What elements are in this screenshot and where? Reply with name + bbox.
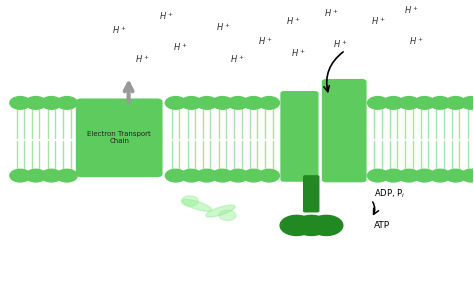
Circle shape [212,97,233,109]
Ellipse shape [182,200,211,211]
Circle shape [10,169,31,182]
Circle shape [165,169,186,182]
Circle shape [165,97,186,109]
FancyBboxPatch shape [322,79,366,182]
Circle shape [430,169,450,182]
Circle shape [219,210,236,220]
Circle shape [414,169,435,182]
Circle shape [461,169,474,182]
Circle shape [367,97,388,109]
Circle shape [399,169,419,182]
Circle shape [445,169,466,182]
Circle shape [181,169,201,182]
Circle shape [56,169,77,182]
Circle shape [41,97,62,109]
Text: $H^+$: $H^+$ [404,4,419,16]
Text: $H^+$: $H^+$ [216,21,230,33]
Bar [11,108,463,170]
Circle shape [197,169,217,182]
Circle shape [259,169,279,182]
FancyBboxPatch shape [280,91,319,182]
Text: $H^+$: $H^+$ [258,36,273,48]
Circle shape [212,169,233,182]
Circle shape [56,97,77,109]
Circle shape [243,169,264,182]
Circle shape [383,97,404,109]
Circle shape [26,169,46,182]
Text: ADP, P$_i$: ADP, P$_i$ [374,188,405,200]
FancyBboxPatch shape [76,99,163,177]
Text: $H^+$: $H^+$ [324,7,338,19]
Circle shape [430,97,450,109]
Text: $H^+$: $H^+$ [230,53,244,65]
Text: ATP: ATP [374,221,390,230]
Ellipse shape [206,205,235,217]
Circle shape [367,169,388,182]
Text: $H^+$: $H^+$ [291,47,306,59]
Circle shape [182,196,198,206]
Circle shape [243,97,264,109]
Circle shape [399,97,419,109]
Circle shape [259,97,279,109]
Text: $H^+$: $H^+$ [159,10,173,21]
Circle shape [197,97,217,109]
Circle shape [383,169,404,182]
Text: $H^+$: $H^+$ [333,39,348,50]
Circle shape [228,169,248,182]
Text: $H^+$: $H^+$ [112,24,127,36]
Circle shape [228,97,248,109]
Circle shape [10,97,31,109]
Circle shape [295,215,328,235]
Circle shape [26,97,46,109]
Circle shape [280,215,313,235]
Text: Electron Transport
Chain: Electron Transport Chain [87,131,151,144]
Text: $H^+$: $H^+$ [409,36,423,48]
Text: $H^+$: $H^+$ [136,53,150,65]
Text: $H^+$: $H^+$ [173,41,188,53]
Circle shape [461,97,474,109]
Circle shape [181,97,201,109]
Circle shape [445,97,466,109]
Text: $H^+$: $H^+$ [371,16,386,27]
FancyBboxPatch shape [303,175,319,213]
Circle shape [310,215,343,235]
Text: $H^+$: $H^+$ [286,16,301,27]
Circle shape [41,169,62,182]
Circle shape [414,97,435,109]
